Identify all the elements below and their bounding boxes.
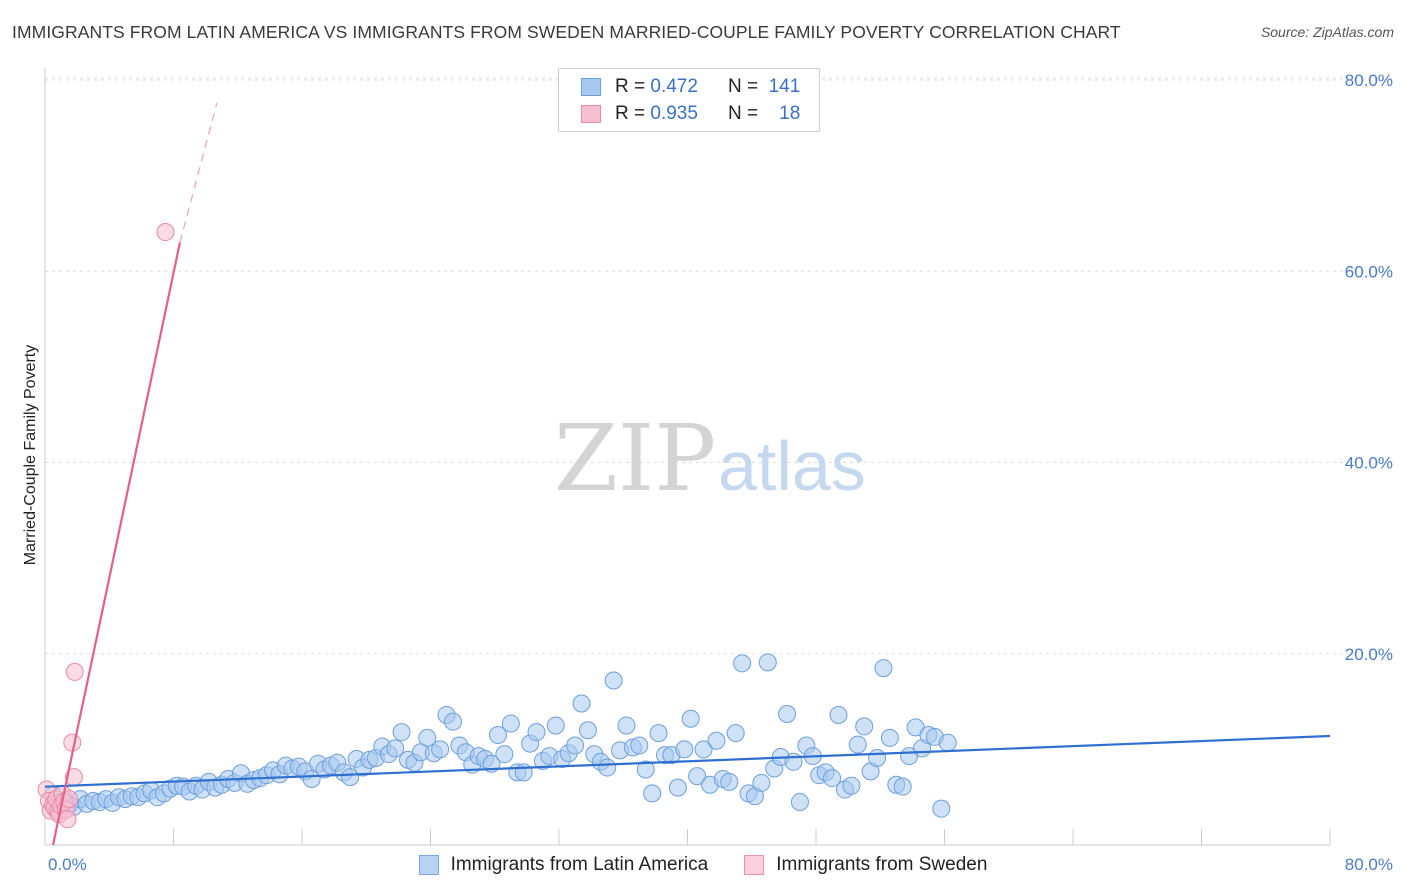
chart-title: IMMIGRANTS FROM LATIN AMERICA VS IMMIGRA… bbox=[12, 22, 1121, 42]
data-point-1-16 bbox=[65, 662, 84, 681]
data-point-0-122 bbox=[823, 769, 842, 788]
data-point-0-133 bbox=[893, 777, 912, 796]
trend-lines bbox=[44, 102, 1331, 846]
data-point-0-87 bbox=[598, 758, 617, 777]
legend: Immigrants from Latin America Immigrants… bbox=[0, 852, 1406, 878]
data-point-1-17 bbox=[156, 223, 175, 242]
stats-swatch-latin-america bbox=[581, 78, 601, 96]
trend-line-1 bbox=[51, 242, 182, 846]
watermark: ZIP atlas bbox=[554, 405, 866, 512]
y-tick-label-0: 20.0% bbox=[1345, 645, 1393, 664]
data-point-0-90 bbox=[617, 716, 636, 735]
data-point-0-125 bbox=[842, 776, 861, 795]
data-point-0-127 bbox=[855, 717, 874, 736]
data-point-0-126 bbox=[848, 735, 867, 754]
data-point-0-94 bbox=[643, 784, 662, 803]
stats-row-sweden: R = 0.935 N = 18 bbox=[581, 101, 800, 127]
x-tick-label-min: 0.0% bbox=[48, 855, 87, 874]
series-sweden-points bbox=[37, 223, 175, 829]
r-label: R = bbox=[615, 103, 646, 124]
r-label: R = bbox=[615, 76, 646, 97]
data-point-0-92 bbox=[630, 736, 649, 755]
legend-label: Immigrants from Latin America bbox=[450, 854, 709, 875]
n-value: 18 bbox=[779, 103, 801, 124]
trend-extension-1 bbox=[179, 102, 218, 243]
data-point-0-123 bbox=[829, 705, 848, 724]
y-tick-label-3: 80.0% bbox=[1345, 71, 1393, 90]
data-point-0-95 bbox=[649, 724, 668, 743]
data-point-0-139 bbox=[932, 799, 951, 818]
legend-swatch-latin-america bbox=[418, 855, 439, 875]
stats-box: R = 0.472 N = 141 R = 0.935 N = 18 bbox=[558, 68, 820, 132]
x-tick-label-max: 80.0% bbox=[1345, 855, 1393, 874]
n-label: N = bbox=[727, 103, 759, 124]
data-point-0-131 bbox=[880, 728, 899, 747]
watermark-atlas: atlas bbox=[718, 427, 866, 505]
legend-swatch-sweden bbox=[744, 855, 765, 875]
y-axis-label: Married-Couple Family Poverty bbox=[22, 345, 39, 566]
trend-line-0 bbox=[44, 734, 1331, 788]
data-point-0-84 bbox=[578, 721, 597, 740]
stats-swatch-sweden bbox=[581, 105, 601, 123]
data-point-0-74 bbox=[514, 763, 533, 782]
data-point-0-115 bbox=[778, 704, 797, 723]
data-point-0-111 bbox=[752, 773, 771, 792]
data-point-0-112 bbox=[758, 653, 777, 672]
data-point-0-98 bbox=[668, 778, 687, 797]
data-point-0-61 bbox=[431, 740, 450, 759]
data-point-0-140 bbox=[938, 733, 957, 752]
data-point-1-13 bbox=[60, 790, 79, 809]
data-point-0-130 bbox=[874, 659, 893, 678]
data-point-0-101 bbox=[688, 767, 707, 786]
y-tick-label-1: 40.0% bbox=[1345, 454, 1393, 473]
data-point-0-79 bbox=[546, 716, 565, 735]
data-point-0-82 bbox=[566, 736, 585, 755]
legend-item-sweden[interactable]: Immigrants from Sweden bbox=[744, 854, 987, 876]
data-point-0-106 bbox=[720, 772, 739, 791]
data-point-0-55 bbox=[392, 723, 411, 742]
series-latin-america-points bbox=[44, 653, 957, 818]
data-point-0-72 bbox=[501, 714, 520, 733]
r-value: 0.472 bbox=[650, 76, 698, 97]
data-point-0-93 bbox=[636, 760, 655, 779]
data-point-0-54 bbox=[386, 739, 405, 758]
data-point-0-117 bbox=[790, 792, 809, 811]
data-point-0-88 bbox=[604, 671, 623, 690]
legend-label: Immigrants from Sweden bbox=[776, 854, 988, 875]
stats-row-latin-america: R = 0.472 N = 141 bbox=[581, 74, 800, 100]
data-point-1-12 bbox=[58, 810, 77, 829]
data-point-0-83 bbox=[572, 694, 591, 713]
data-point-0-102 bbox=[694, 740, 713, 759]
data-point-0-100 bbox=[681, 709, 700, 728]
grid-lines bbox=[45, 77, 1392, 655]
axes bbox=[44, 68, 1331, 846]
tick-labels: 20.0% 40.0% 60.0% 80.0% 0.0% 80.0% bbox=[48, 71, 1393, 874]
data-point-0-104 bbox=[707, 731, 726, 750]
data-point-0-71 bbox=[495, 745, 514, 764]
data-point-0-47 bbox=[341, 768, 360, 787]
watermark-zip: ZIP bbox=[554, 405, 716, 512]
data-point-0-63 bbox=[443, 712, 462, 731]
n-value: 141 bbox=[768, 76, 801, 97]
data-point-0-129 bbox=[868, 748, 887, 767]
r-value: 0.935 bbox=[650, 103, 698, 124]
data-point-0-108 bbox=[733, 654, 752, 673]
data-point-0-76 bbox=[527, 723, 546, 742]
source-label: Source: ZipAtlas.com bbox=[1260, 24, 1394, 40]
data-point-0-99 bbox=[675, 740, 694, 759]
n-label: N = bbox=[727, 76, 759, 97]
legend-item-latin-america[interactable]: Immigrants from Latin America bbox=[418, 854, 709, 876]
y-tick-label-2: 60.0% bbox=[1345, 262, 1393, 281]
data-point-0-107 bbox=[726, 724, 745, 743]
data-point-0-41 bbox=[302, 770, 321, 789]
data-point-0-70 bbox=[488, 726, 507, 745]
data-point-0-59 bbox=[418, 728, 437, 747]
